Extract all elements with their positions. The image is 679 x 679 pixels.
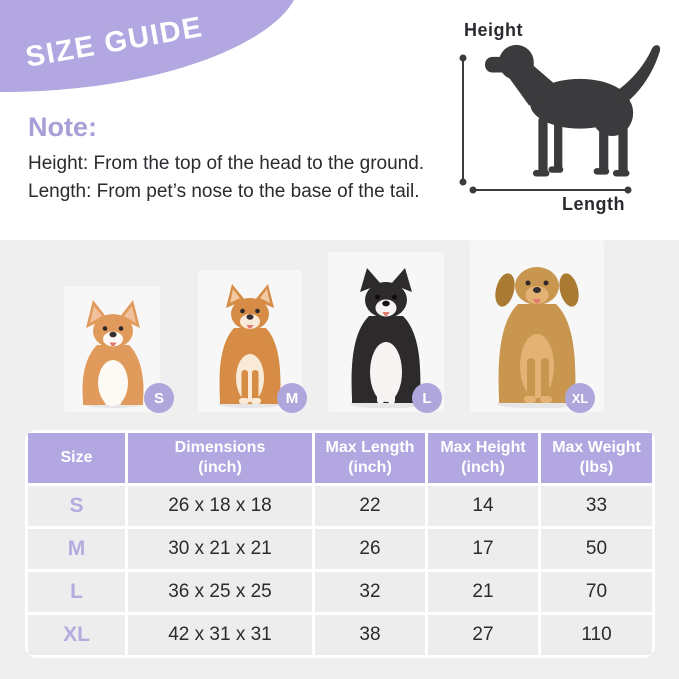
standing-dog-silhouette-icon <box>459 44 661 194</box>
note-line-length: Length: From pet’s nose to the base of t… <box>28 181 420 202</box>
cell-max-length-s: 22 <box>315 486 425 526</box>
cell-size-m: M <box>28 529 125 569</box>
cell-max-height-xl: 27 <box>428 615 538 655</box>
cell-dimensions-m: 30 x 21 x 21 <box>128 529 312 569</box>
cell-size-s: S <box>28 486 125 526</box>
banner-ribbon <box>0 0 294 92</box>
cell-max-height-s: 14 <box>428 486 538 526</box>
cell-max-length-l: 32 <box>315 572 425 612</box>
size-badge-l: L <box>412 383 442 413</box>
col-header-max-length: Max Length (inch) <box>315 433 425 483</box>
cell-dimensions-s: 26 x 18 x 18 <box>128 486 312 526</box>
size-badge-s: S <box>144 383 174 413</box>
cell-max-weight-m: 50 <box>541 529 652 569</box>
cell-dimensions-l: 36 x 25 x 25 <box>128 572 312 612</box>
size-badge-m: M <box>277 383 307 413</box>
length-measure-line <box>469 186 632 194</box>
size-badge-xl: XL <box>565 383 595 413</box>
height-label: Height <box>464 20 523 40</box>
cell-size-xl: XL <box>28 615 125 655</box>
length-label: Length <box>562 194 625 214</box>
cell-size-l: L <box>28 572 125 612</box>
col-header-max-weight: Max Weight (lbs) <box>541 433 652 483</box>
height-measure-line <box>459 54 467 186</box>
col-header-size: Size <box>28 433 125 483</box>
shiba-inu-photo <box>218 284 282 408</box>
cell-max-length-m: 26 <box>315 529 425 569</box>
note-text: Height: From the top of the head to the … <box>28 150 424 206</box>
cell-max-height-l: 21 <box>428 572 538 612</box>
cell-max-height-m: 17 <box>428 529 538 569</box>
corgi-photo <box>82 300 144 408</box>
measurement-diagram <box>459 44 661 194</box>
col-header-max-height: Max Height (inch) <box>428 433 538 483</box>
note-line-height: Height: From the top of the head to the … <box>28 153 425 174</box>
cell-dimensions-xl: 42 x 31 x 31 <box>128 615 312 655</box>
cell-max-weight-xl: 110 <box>541 615 652 655</box>
cell-max-weight-l: 70 <box>541 572 652 612</box>
cell-max-length-xl: 38 <box>315 615 425 655</box>
note-heading: Note: <box>28 112 97 142</box>
cell-max-weight-s: 33 <box>541 486 652 526</box>
col-header-dimensions: Dimensions (inch) <box>128 433 312 483</box>
golden-retriever-photo <box>495 267 579 408</box>
border-collie-photo <box>350 268 422 408</box>
size-table: Size Dimensions (inch) Max Length (inch) M… <box>25 430 655 658</box>
